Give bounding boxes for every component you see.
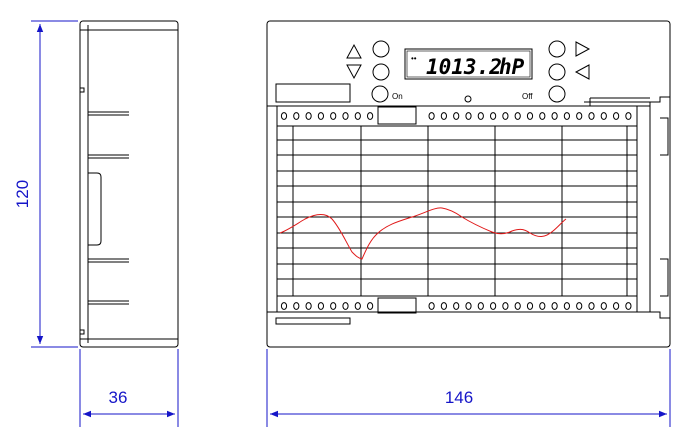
- sprocket-hole: [576, 112, 583, 120]
- sprocket-hole: [453, 302, 460, 310]
- lcd-unit: hP: [499, 55, 525, 79]
- down-button[interactable]: [372, 63, 390, 81]
- sprocket-hole: [502, 302, 509, 310]
- sprocket-hole: [551, 112, 558, 120]
- right-bottom-button[interactable]: [548, 63, 566, 81]
- sprocket-hole: [280, 302, 288, 310]
- transport-gear-top: [377, 106, 417, 125]
- left-buttons: [346, 40, 390, 103]
- sprocket-hole: [563, 112, 571, 120]
- sprocket-hole: [453, 112, 460, 120]
- sprocket-hole: [477, 112, 484, 120]
- sprocket-hole: [342, 112, 349, 120]
- sprocket-hole: [367, 302, 374, 310]
- sprocket-hole: [490, 112, 497, 120]
- sprocket-hole: [342, 302, 349, 310]
- sprocket-hole: [613, 302, 620, 310]
- sprocket-hole: [330, 302, 337, 310]
- sprocket-hole: [305, 302, 312, 310]
- sprocket-hole: [502, 112, 509, 120]
- pressure-trace: [279, 207, 567, 260]
- sprocket-hole: [588, 302, 595, 310]
- sprocket-hole: [490, 302, 497, 310]
- chart-grid: [277, 126, 637, 296]
- sprocket-hole: [293, 302, 300, 310]
- sprocket-hole: [293, 112, 300, 120]
- sprocket-hole: [428, 302, 435, 310]
- down-arrow-icon: [346, 64, 362, 80]
- sprocket-hole: [465, 302, 472, 310]
- depth-dimension: 36: [109, 388, 128, 407]
- off-label: Off: [522, 92, 533, 101]
- height-dimension: 120: [13, 180, 32, 208]
- chart-paper: [276, 105, 638, 314]
- center-indicator-hole: [464, 95, 472, 103]
- on-label: On: [392, 92, 403, 101]
- off-button[interactable]: [548, 85, 566, 103]
- sprocket-hole: [317, 112, 324, 120]
- right-top-button[interactable]: [548, 40, 566, 58]
- up-button[interactable]: [372, 40, 390, 58]
- sprocket-hole: [600, 112, 607, 120]
- sprocket-hole: [330, 112, 337, 120]
- sprocket-hole: [317, 302, 324, 310]
- sprocket-hole: [551, 302, 558, 310]
- sprocket-hole: [526, 302, 534, 310]
- sprocket-hole: [280, 112, 288, 120]
- sprocket-hole: [588, 112, 595, 120]
- right-arrow-icon: [575, 41, 591, 57]
- sprocket-hole: [367, 112, 374, 120]
- lcd-indicator: ••: [411, 54, 417, 63]
- sprocket-hole: [440, 302, 447, 310]
- transport-gear-bottom: [377, 297, 417, 314]
- sprocket-hole: [600, 302, 607, 310]
- lcd-value: 1013.2: [426, 55, 502, 79]
- sprocket-hole: [625, 112, 632, 120]
- sprocket-hole: [539, 302, 546, 310]
- sprocket-hole: [539, 112, 546, 120]
- sprocket-hole: [354, 112, 361, 120]
- sprocket-hole: [625, 302, 632, 310]
- sprocket-hole: [563, 302, 571, 310]
- dimension-lines: [31, 20, 671, 427]
- sprocket-hole: [514, 112, 521, 120]
- right-buttons: [464, 40, 591, 103]
- sprocket-hole: [440, 112, 447, 120]
- on-button[interactable]: [371, 85, 389, 103]
- lcd-display: •• 1013.2 hP: [404, 48, 533, 80]
- sprocket-hole: [477, 302, 484, 310]
- sprocket-holes-top: [280, 112, 632, 120]
- left-arrow-icon: [574, 64, 590, 80]
- sprocket-hole: [305, 112, 312, 120]
- sprocket-hole: [428, 112, 435, 120]
- sprocket-hole: [354, 302, 361, 310]
- sprocket-hole: [526, 112, 534, 120]
- sprocket-hole: [514, 302, 521, 310]
- sprocket-hole: [465, 112, 472, 120]
- up-arrow-icon: [346, 43, 362, 59]
- sprocket-hole: [613, 112, 620, 120]
- sprocket-hole: [576, 302, 583, 310]
- sprocket-holes-bottom: [280, 302, 632, 310]
- width-dimension: 146: [445, 388, 473, 407]
- side-view: [79, 20, 179, 348]
